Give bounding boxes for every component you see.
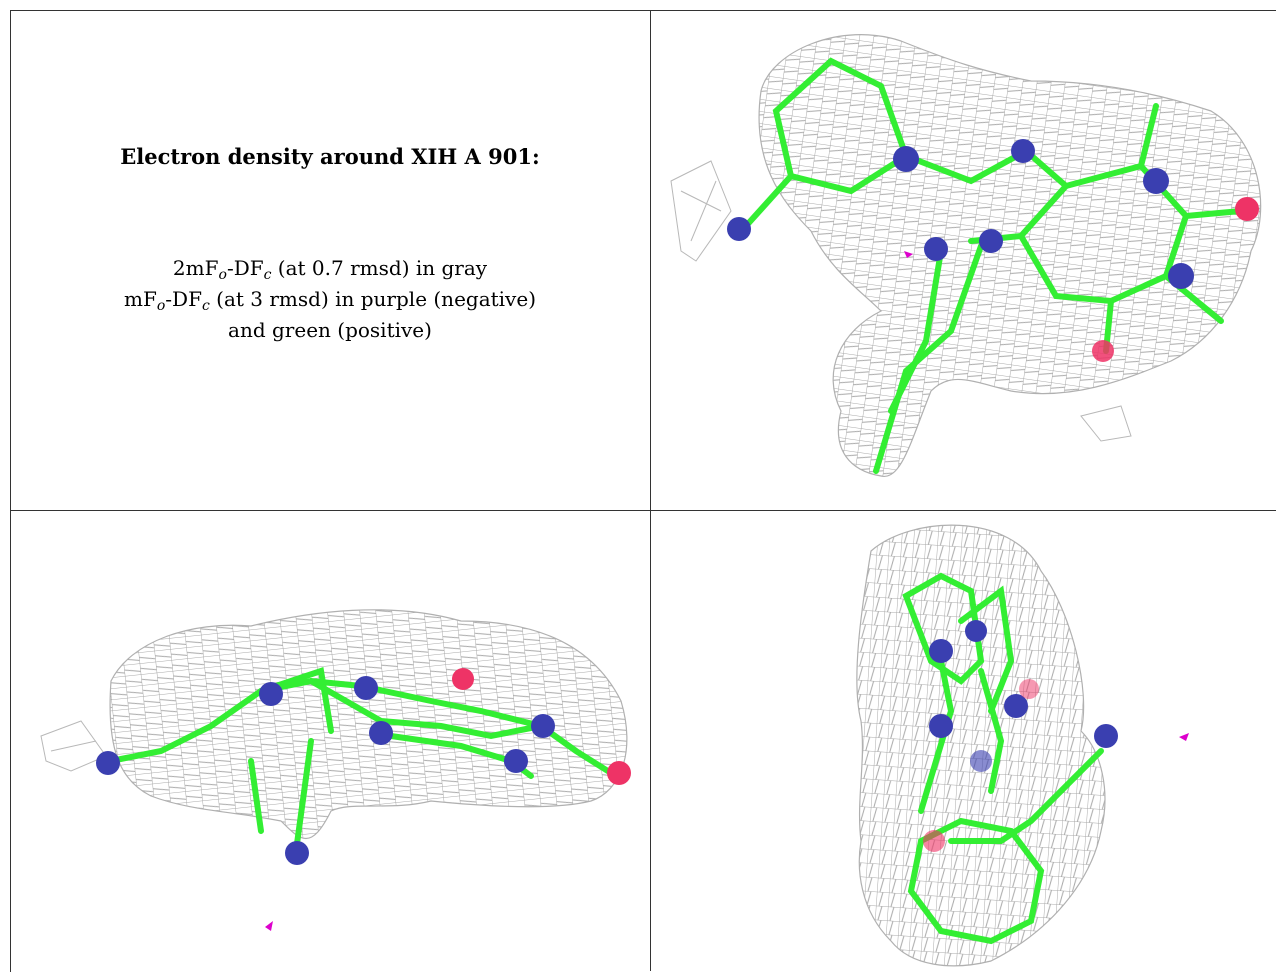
figure-grid	[10, 10, 1276, 972]
caption-cell: Electron density around XIH A 901: 2mFo-…	[11, 11, 649, 509]
negative-density-blob	[1179, 733, 1189, 741]
grid-vertical-divider	[650, 10, 651, 971]
negative-density-blob	[904, 251, 913, 258]
nitrogen-atoms	[929, 620, 1118, 772]
grid-horizontal-divider	[10, 510, 1276, 511]
density-view-edge	[651, 511, 1276, 971]
negative-density-blob	[265, 921, 273, 931]
legend-line-fo: mFo-DFc (at 3 rmsd) in purple (negative)	[124, 287, 536, 314]
legend-line-colors: and green (positive)	[228, 318, 432, 342]
density-mesh	[670, 34, 1262, 477]
oxygen-atoms	[1092, 197, 1259, 362]
nitrogen-atoms	[727, 139, 1194, 289]
caption-title: Electron density around XIH A 901:	[120, 144, 540, 169]
density-view-top	[651, 11, 1276, 509]
legend-line-2fo: 2mFo-DFc (at 0.7 rmsd) in gray	[172, 256, 488, 283]
density-view-side	[11, 511, 649, 971]
oxygen-atoms	[452, 668, 631, 785]
ligand-carbon-bonds	[743, 57, 1244, 474]
nitrogen-atoms	[96, 676, 555, 865]
density-mesh	[856, 524, 1106, 967]
density-mesh	[40, 609, 628, 840]
oxygen-atoms	[923, 679, 1039, 852]
caption-legend: 2mFo-DFc (at 0.7 rmsd) in gray mFo-DFc (…	[11, 253, 649, 346]
